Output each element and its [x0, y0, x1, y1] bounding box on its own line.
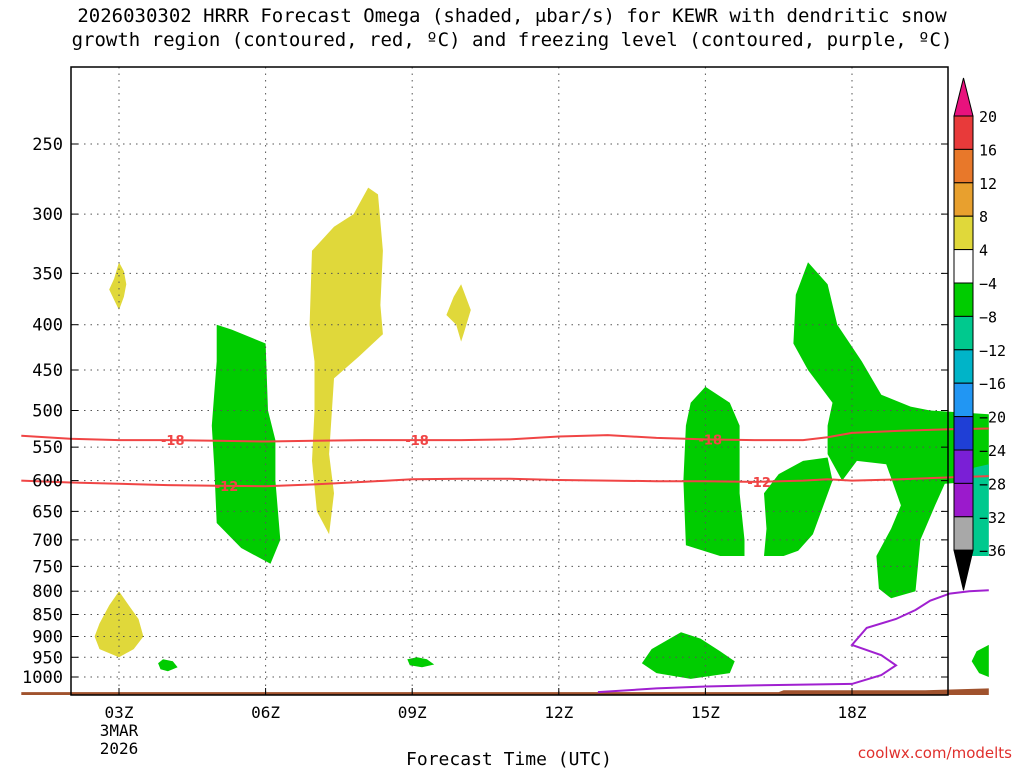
colorbar-label: −28 — [979, 475, 1006, 493]
colorbar-segment — [953, 115, 974, 150]
colorbar-segment — [953, 416, 974, 451]
y-tick-label: 750 — [32, 557, 63, 577]
title-line-2: growth region (contoured, red, ºC) and f… — [71, 29, 953, 51]
colorbar-segment — [953, 449, 974, 484]
colorbar-segment — [953, 382, 974, 418]
terrain-band — [21, 688, 989, 695]
colorbar-segment — [953, 516, 974, 551]
chart-title: 2026030302 HRRR Forecast Omega (shaded, … — [0, 4, 1024, 52]
terrain-band-shape — [21, 688, 989, 695]
y-tick-label: 300 — [32, 205, 63, 225]
y-tick-label: 1000 — [22, 668, 63, 688]
colorbar-label: −32 — [979, 509, 1006, 527]
x-tick-label: 15Z — [691, 703, 720, 722]
y-tick-label: 700 — [32, 531, 63, 551]
y-tick-label: 350 — [32, 264, 63, 284]
omega-region — [109, 262, 127, 310]
x-tick-label: 09Z — [398, 703, 427, 722]
y-tick-label: 650 — [32, 502, 63, 522]
omega-region — [641, 632, 735, 679]
y-tick-label: 800 — [32, 582, 63, 602]
contour-line — [21, 427, 989, 443]
watermark: coolwx.com/modelts — [857, 744, 1012, 762]
colorbar-label: 20 — [979, 108, 997, 126]
colorbar-segment — [953, 315, 974, 351]
grid-lines — [71, 67, 948, 695]
x-year-label: 2026 — [100, 739, 139, 758]
colorbar-segment — [953, 148, 974, 184]
x-date-label: 3MAR — [100, 721, 139, 740]
contour-line — [21, 475, 989, 488]
contour-label: -18 — [405, 434, 429, 449]
y-tick-label: 900 — [32, 627, 63, 647]
omega-region — [309, 187, 383, 535]
colorbar-segment — [953, 349, 974, 384]
omega-region — [407, 657, 435, 668]
contour-lines: -18 -18 -18 -12 -12 — [21, 427, 989, 694]
colorbar-segment — [953, 282, 974, 317]
y-tick-label: 400 — [32, 316, 63, 336]
contour-label: -18 — [699, 433, 723, 448]
y-axis: 2503003504004505005506006507007508008509… — [22, 135, 948, 688]
colorbar-label: −8 — [979, 308, 997, 326]
title-line-1: 2026030302 HRRR Forecast Omega (shaded, … — [77, 5, 947, 27]
x-tick-label: 03Z — [105, 703, 134, 722]
colorbar-label: −36 — [979, 542, 1006, 560]
colorbar-segment — [953, 482, 974, 518]
colorbar-label: 4 — [979, 242, 988, 260]
colorbar-label: 16 — [979, 141, 997, 159]
omega-region — [446, 284, 471, 342]
x-tick-label: 12Z — [544, 703, 573, 722]
colorbar-label: −4 — [979, 275, 997, 293]
colorbar-segment — [953, 215, 974, 251]
y-tick-label: 450 — [32, 361, 63, 381]
x-axis-label: Forecast Time (UTC) — [406, 749, 612, 768]
plot-frame — [70, 66, 949, 696]
x-tick-label: 18Z — [838, 703, 867, 722]
colorbar-label: −24 — [979, 442, 1006, 460]
omega-region — [764, 457, 833, 556]
contour-line — [597, 589, 989, 694]
colorbar: 20 16 12 8 4 −4 −8 −12 −16 −20 −24 −28 −32 −36 — [953, 77, 1006, 591]
colorbar-segment — [953, 182, 974, 217]
y-tick-label: 600 — [32, 472, 63, 492]
y-tick-label: 500 — [32, 402, 63, 422]
x-tick-label: 06Z — [251, 703, 280, 722]
omega-region — [971, 644, 989, 677]
y-tick-label: 250 — [32, 135, 63, 155]
omega-region — [683, 386, 745, 556]
colorbar-label: −16 — [979, 375, 1006, 393]
y-tick-label: 950 — [32, 648, 63, 668]
omega-region — [158, 659, 178, 672]
colorbar-label: −12 — [979, 342, 1006, 360]
omega-region — [211, 324, 281, 564]
omega-region — [94, 591, 144, 658]
colorbar-arrow-top — [953, 77, 974, 117]
colorbar-segment — [953, 249, 974, 284]
colorbar-label: 12 — [979, 175, 997, 193]
contour-label: -12 — [747, 476, 771, 491]
colorbar-label: 8 — [979, 208, 988, 226]
contour-label: -18 — [161, 434, 185, 449]
contour-label: -12 — [215, 480, 239, 495]
y-tick-label: 850 — [32, 606, 63, 626]
y-tick-label: 550 — [32, 438, 63, 458]
colorbar-label: −20 — [979, 409, 1006, 427]
colorbar-arrow-bottom — [953, 549, 974, 591]
